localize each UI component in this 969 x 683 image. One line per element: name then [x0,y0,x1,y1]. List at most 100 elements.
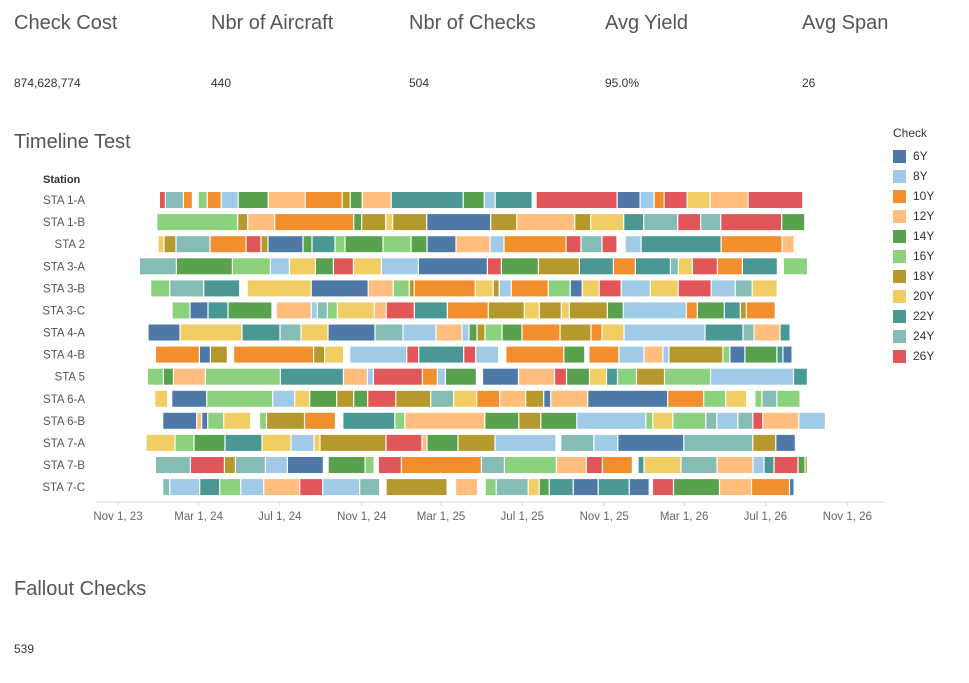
check-bar[interactable] [325,346,343,363]
check-bar[interactable] [490,236,504,253]
check-bar[interactable] [506,346,564,363]
check-bar[interactable] [148,368,163,385]
check-bar[interactable] [241,479,264,496]
check-bar[interactable] [310,390,337,407]
check-bar[interactable] [669,346,723,363]
check-bar[interactable] [693,258,717,275]
check-bar[interactable] [805,457,807,473]
check-bar[interactable] [208,302,228,319]
check-bar[interactable] [581,236,602,253]
check-bar[interactable] [519,368,554,385]
check-bar[interactable] [783,346,792,363]
check-bar[interactable] [409,280,414,297]
check-bar[interactable] [777,346,783,363]
check-bar[interactable] [395,412,405,429]
check-bar[interactable] [456,479,477,496]
check-bar[interactable] [414,280,475,297]
check-bar[interactable] [462,324,469,341]
check-bar[interactable] [577,412,646,429]
check-bar[interactable] [790,479,794,496]
check-bar[interactable] [674,479,719,496]
check-bar[interactable] [386,302,414,319]
check-bar[interactable] [275,214,354,231]
check-bar[interactable] [177,258,232,275]
check-bar[interactable] [624,214,644,231]
check-bar[interactable] [295,390,310,407]
check-bar[interactable] [485,479,496,496]
check-bar[interactable] [396,390,431,407]
check-bar[interactable] [224,412,251,429]
check-bar[interactable] [484,192,495,208]
check-bar[interactable] [679,258,692,275]
check-bar[interactable] [140,258,176,275]
check-bar[interactable] [548,280,570,297]
check-bar[interactable] [446,368,476,385]
check-bar[interactable] [291,434,314,451]
check-bar[interactable] [755,390,762,407]
check-bar[interactable] [539,302,561,319]
check-bar[interactable] [343,412,395,429]
check-bar[interactable] [242,324,280,341]
check-bar[interactable] [238,214,248,231]
check-bar[interactable] [551,390,588,407]
check-bar[interactable] [517,214,575,231]
check-bar[interactable] [267,412,304,429]
check-bar[interactable] [798,457,805,473]
check-bar[interactable] [464,346,476,363]
check-bar[interactable] [721,236,782,253]
check-bar[interactable] [280,324,301,341]
check-bar[interactable] [495,192,532,208]
check-bar[interactable] [174,368,205,385]
check-bar[interactable] [260,412,266,429]
check-bar[interactable] [560,324,591,341]
check-bar[interactable] [375,324,403,341]
check-bar[interactable] [544,390,551,407]
check-bar[interactable] [745,346,777,363]
check-bar[interactable] [496,479,528,496]
check-bar[interactable] [164,236,176,253]
check-bar[interactable] [337,302,374,319]
check-bar[interactable] [705,324,743,341]
check-bar[interactable] [526,390,544,407]
check-bar[interactable] [687,192,710,208]
check-bar[interactable] [653,479,673,496]
check-bar[interactable] [311,280,368,297]
check-bar[interactable] [170,479,200,496]
check-bar[interactable] [247,280,311,297]
check-bar[interactable] [204,280,240,297]
check-bar[interactable] [588,390,668,407]
check-bar[interactable] [536,192,617,208]
check-bar[interactable] [228,302,272,319]
legend-item-20y[interactable]: 20Y [893,286,934,306]
check-bar[interactable] [673,412,706,429]
check-bar[interactable] [488,258,501,275]
check-bar[interactable] [172,302,190,319]
check-bar[interactable] [607,368,617,385]
check-bar[interactable] [436,324,462,341]
check-bar[interactable] [314,434,320,451]
check-bar[interactable] [405,412,485,429]
check-bar[interactable] [362,192,391,208]
check-bar[interactable] [197,412,202,429]
check-bar[interactable] [594,434,618,451]
check-bar[interactable] [555,368,566,385]
check-bar[interactable] [393,214,427,231]
check-bar[interactable] [427,434,458,451]
check-bar[interactable] [208,412,224,429]
check-bar[interactable] [654,192,664,208]
check-bar[interactable] [706,412,717,429]
check-bar[interactable] [717,412,738,429]
check-bar[interactable] [720,479,751,496]
check-bar[interactable] [621,280,650,297]
check-bar[interactable] [752,280,777,297]
check-bar[interactable] [157,214,238,231]
check-bar[interactable] [504,236,566,253]
check-bar[interactable] [602,324,624,341]
check-bar[interactable] [681,457,717,473]
check-bar[interactable] [710,192,748,208]
check-bar[interactable] [454,390,477,407]
check-bar[interactable] [644,457,681,473]
check-bar[interactable] [678,280,711,297]
check-bar[interactable] [735,280,752,297]
check-bar[interactable] [663,346,669,363]
